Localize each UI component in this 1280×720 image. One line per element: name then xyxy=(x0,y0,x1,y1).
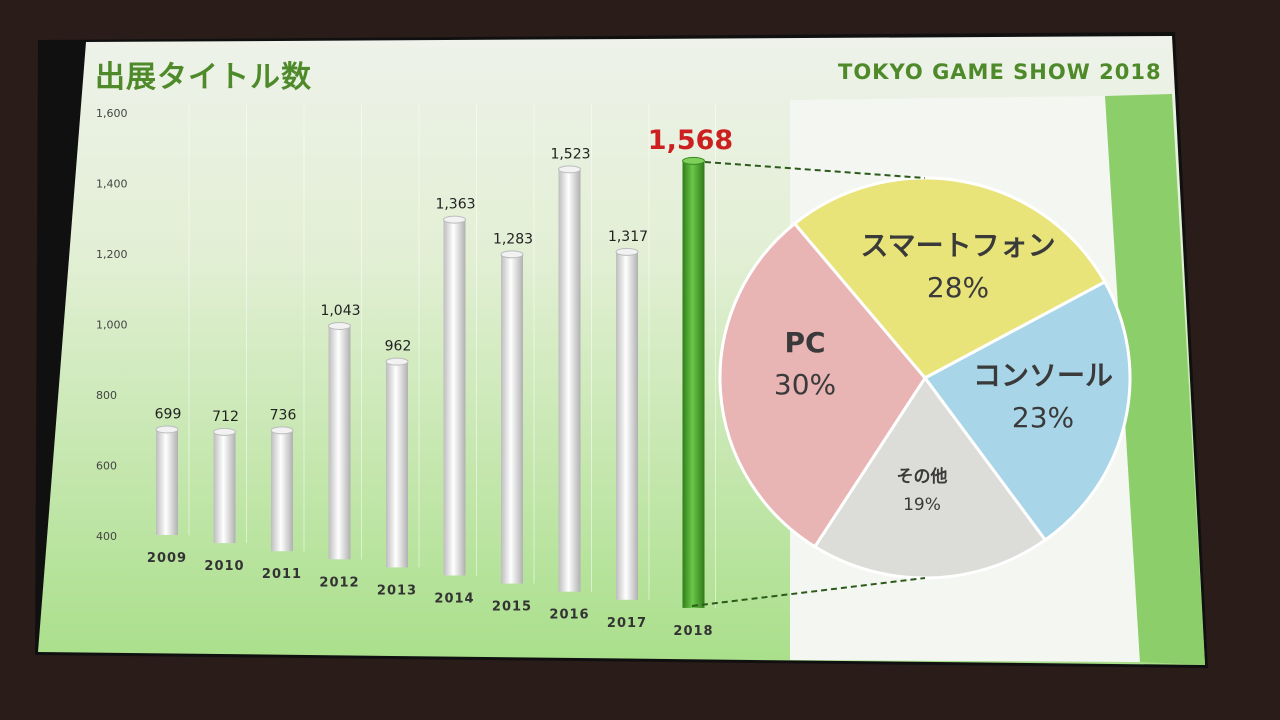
pie-label: PC xyxy=(784,326,825,359)
bar-cap xyxy=(500,250,524,259)
bar-cap xyxy=(270,426,294,435)
bar-cap xyxy=(328,321,351,330)
x-tick-label: 2013 xyxy=(377,583,417,598)
data-label: 962 xyxy=(385,339,412,355)
data-label: 736 xyxy=(270,407,297,423)
y-tick-label: 600 xyxy=(96,460,117,473)
leader-line-top xyxy=(704,161,926,179)
x-tick-label: 2012 xyxy=(319,575,359,590)
x-tick-label: 2016 xyxy=(549,608,589,623)
bar-2009 xyxy=(156,429,178,535)
pie-percent: 30% xyxy=(774,368,836,401)
bar-2014 xyxy=(443,219,466,576)
x-tick-label: 2009 xyxy=(147,551,187,566)
bar-cap xyxy=(682,156,705,165)
bar-2015 xyxy=(501,254,523,584)
y-tick-label: 800 xyxy=(96,389,117,402)
y-tick-label: 1,400 xyxy=(96,178,128,191)
data-label: 712 xyxy=(212,409,239,425)
data-label: 1,523 xyxy=(550,146,590,162)
x-tick-label: 2015 xyxy=(492,600,532,615)
pie-label: その他 xyxy=(897,466,948,487)
pie-label: スマートフォン xyxy=(860,229,1055,262)
data-label: 1,043 xyxy=(320,303,360,319)
bar-2011 xyxy=(271,430,293,552)
bar-cap xyxy=(443,215,466,224)
y-tick-label: 1,000 xyxy=(96,319,128,332)
pie-slice-0 xyxy=(792,176,1107,380)
pie-slice-2 xyxy=(812,375,1048,580)
data-label: 1,317 xyxy=(608,229,648,245)
data-label: 1,283 xyxy=(493,231,533,247)
pie-label: コンソール xyxy=(973,359,1113,392)
y-tick-label: 1,200 xyxy=(96,248,128,261)
y-tick-label: 400 xyxy=(96,530,117,543)
decor-stripe xyxy=(1105,94,1205,665)
x-tick-label: 2017 xyxy=(607,616,647,631)
x-tick-label: 2010 xyxy=(204,559,244,574)
bar-2012 xyxy=(328,325,351,560)
leader-line-bottom xyxy=(691,577,926,607)
bar-cap xyxy=(558,165,581,174)
bar-2010 xyxy=(213,431,236,544)
bar-cap xyxy=(385,357,409,366)
pie-percent: 19% xyxy=(903,495,941,515)
bar-2013 xyxy=(386,361,408,568)
bar-2016 xyxy=(558,169,581,592)
x-tick-label: 2018 xyxy=(673,624,713,639)
x-tick-label: 2014 xyxy=(434,592,474,607)
pie-slice-3 xyxy=(718,221,927,549)
brand-logo: TOKYO GAME SHOW 2018 xyxy=(838,60,1162,84)
data-label: 1,363 xyxy=(435,197,475,213)
bar-cap xyxy=(213,427,236,436)
x-tick-label: 2011 xyxy=(262,567,302,582)
y-tick-label: 1,600 xyxy=(96,107,128,120)
pie-slice-1 xyxy=(922,279,1132,543)
bar-cap xyxy=(155,425,179,434)
data-label-highlight: 1,568 xyxy=(648,125,733,156)
bar-2017 xyxy=(616,251,638,600)
pie-percent: 23% xyxy=(1012,401,1074,434)
bar-2018 xyxy=(682,160,705,608)
bar-cap xyxy=(615,247,639,256)
slide-title: 出展タイトル数 xyxy=(95,60,312,95)
data-label: 699 xyxy=(155,406,182,422)
pie-percent: 28% xyxy=(927,271,989,304)
